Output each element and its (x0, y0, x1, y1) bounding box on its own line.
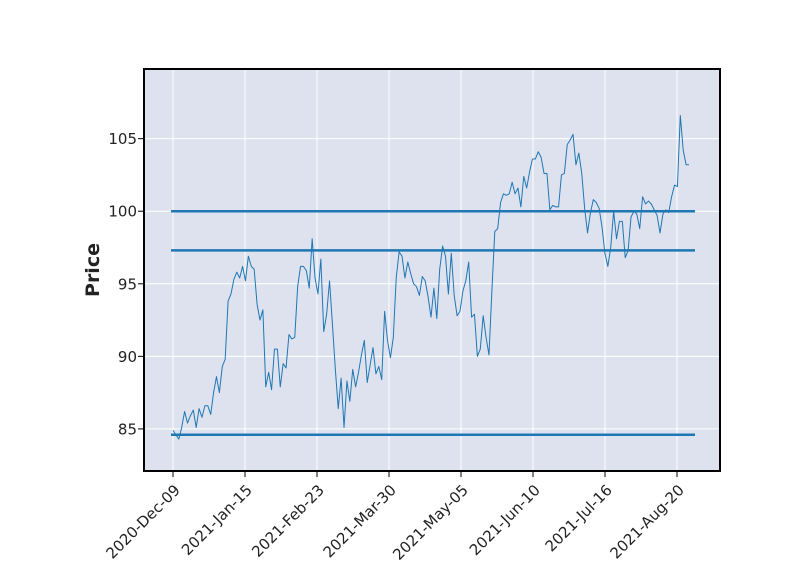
y-tick-label: 105 (108, 130, 137, 148)
price-line (172, 114, 689, 440)
x-tick-label: 2021-Feb-23 (248, 481, 328, 561)
y-tick-label: 95 (118, 275, 137, 293)
y-tick-label: 90 (118, 348, 137, 366)
x-tick-label: 2021-Jun-10 (466, 481, 544, 559)
x-tick-label: 2021-Mar-30 (320, 481, 400, 561)
x-tick-label: 2021-Jul-16 (542, 481, 616, 555)
x-tick-label: 2021-May-05 (389, 481, 472, 564)
x-tick-label: 2021-Jan-15 (178, 481, 256, 559)
y-axis-title: Price (82, 243, 104, 297)
x-tick-label: 2020-Dec-09 (102, 481, 183, 562)
plot-area-background (144, 69, 720, 471)
x-tick-label: 2021-Aug-20 (606, 481, 687, 562)
y-tick-label: 85 (118, 420, 137, 438)
plot-frame (143, 68, 721, 472)
y-tick-label: 100 (108, 203, 137, 221)
